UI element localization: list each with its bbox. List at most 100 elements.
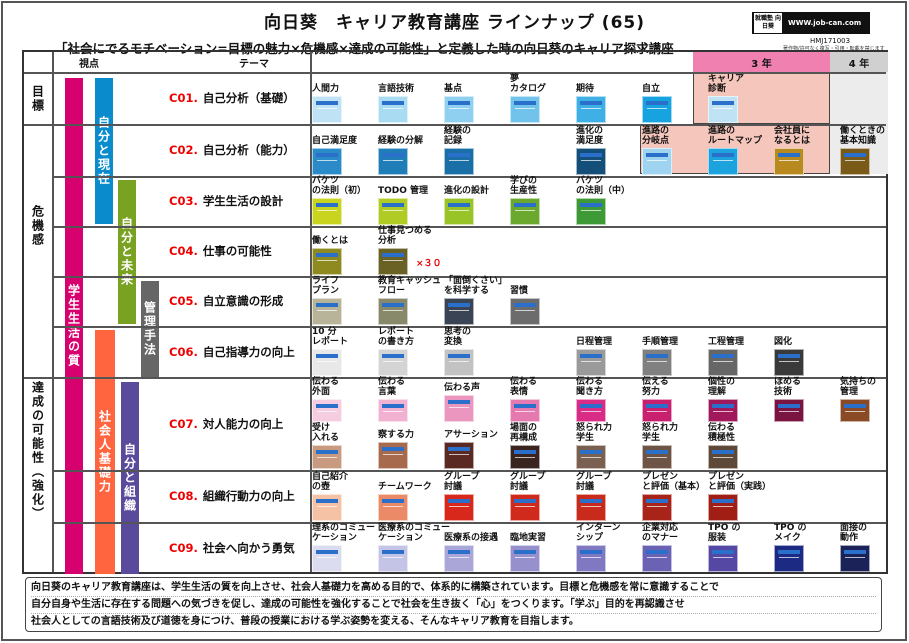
course-item[interactable]: 進化の 満足度 (576, 125, 642, 175)
course-thumbnail[interactable] (444, 198, 474, 225)
course-thumbnail[interactable] (312, 198, 342, 225)
course-item[interactable]: 伝わる 聞き方 (576, 377, 642, 422)
course-item[interactable]: 臨地実習 (510, 523, 576, 572)
course-thumbnail[interactable] (576, 349, 606, 376)
course-thumbnail[interactable] (576, 445, 606, 469)
course-thumbnail[interactable] (378, 298, 408, 325)
course-item[interactable]: グループ 討議 (576, 471, 642, 521)
course-thumbnail[interactable] (642, 545, 672, 572)
course-item[interactable]: バケツ の法則（初） (312, 176, 378, 225)
course-item[interactable]: 怒られ力 学生 (576, 423, 642, 469)
course-item[interactable]: プレゼン と評価（基本） (642, 471, 708, 521)
course-item[interactable]: 夢 カタログ (510, 73, 576, 123)
course-item[interactable]: 個性の 理解 (708, 377, 774, 422)
course-thumbnail[interactable] (840, 545, 870, 572)
course-item[interactable]: プレゼン と評価（実践） (708, 471, 774, 521)
course-thumbnail[interactable] (774, 545, 804, 572)
course-item[interactable]: 伝える 努力 (642, 377, 708, 422)
course-item[interactable]: 働くときの 基本知識 (840, 125, 906, 175)
course-thumbnail[interactable] (444, 148, 474, 175)
course-item[interactable]: 伝わる 言葉 (378, 377, 444, 422)
course-thumbnail[interactable] (444, 442, 474, 469)
course-item[interactable]: グループ 討議 (510, 471, 576, 521)
course-thumbnail[interactable] (774, 399, 804, 422)
course-item[interactable]: 期待 (576, 73, 642, 123)
course-thumbnail[interactable] (642, 445, 672, 469)
course-thumbnail[interactable] (510, 445, 540, 469)
course-thumbnail[interactable] (708, 148, 738, 175)
course-thumbnail[interactable] (378, 442, 408, 469)
course-thumbnail[interactable] (378, 96, 408, 123)
course-item[interactable]: 面接の 動作 (840, 523, 906, 572)
course-thumbnail[interactable] (642, 349, 672, 376)
course-item[interactable]: 察する力 (378, 424, 444, 469)
course-thumbnail[interactable] (444, 545, 474, 572)
course-thumbnail[interactable] (312, 349, 342, 376)
course-item[interactable]: アサーション (444, 424, 510, 469)
course-item[interactable]: チームワーク (378, 471, 444, 521)
course-thumbnail[interactable] (312, 148, 342, 175)
course-thumbnail[interactable] (576, 148, 606, 175)
course-thumbnail[interactable] (444, 298, 474, 325)
course-thumbnail[interactable] (312, 399, 342, 422)
course-item[interactable]: ライフ プラン (312, 276, 378, 325)
course-thumbnail[interactable] (576, 198, 606, 225)
course-item[interactable]: 経験の分解 (378, 125, 444, 175)
course-item[interactable]: 教育キャッシュ フロー (378, 276, 444, 325)
course-thumbnail[interactable] (708, 349, 738, 376)
course-item[interactable]: ほめる 技術 (774, 377, 840, 422)
course-thumbnail[interactable] (444, 395, 474, 422)
course-thumbnail[interactable] (378, 198, 408, 225)
course-thumbnail[interactable] (576, 545, 606, 572)
course-item[interactable]: 進路の ルートマップ (708, 125, 774, 175)
course-thumbnail[interactable] (708, 494, 738, 521)
course-item[interactable]: レポート の書き方 (378, 327, 444, 376)
course-item[interactable]: 言語技術 (378, 73, 444, 123)
course-thumbnail[interactable] (444, 349, 474, 376)
course-item[interactable]: 気持ちの 管理 (840, 377, 906, 422)
course-thumbnail[interactable] (312, 445, 342, 469)
course-thumbnail[interactable] (510, 198, 540, 225)
course-item[interactable]: 「面倒くさい」 を科学する (444, 276, 510, 325)
course-thumbnail[interactable] (642, 399, 672, 422)
course-thumbnail[interactable] (312, 494, 342, 521)
course-item[interactable]: 受け 入れる (312, 423, 378, 469)
course-thumbnail[interactable] (510, 96, 540, 123)
course-thumbnail[interactable] (378, 399, 408, 422)
course-thumbnail[interactable] (642, 148, 672, 175)
course-thumbnail[interactable] (576, 96, 606, 123)
course-item[interactable]: 図化 (774, 327, 840, 376)
course-thumbnail[interactable] (708, 445, 738, 469)
course-item[interactable]: 工程管理 (708, 327, 774, 376)
course-item[interactable]: 経験の 記録 (444, 125, 510, 175)
course-item[interactable]: TODO 管理 (378, 177, 444, 225)
course-item[interactable]: バケツ の法則（中） (576, 176, 642, 225)
course-item[interactable]: 進路の 分岐点 (642, 125, 708, 175)
course-item[interactable]: 会社員に なるとは (774, 125, 840, 175)
course-item[interactable]: 自己紹介 の壺 (312, 471, 378, 521)
course-thumbnail[interactable] (312, 298, 342, 325)
course-item[interactable]: 手順管理 (642, 327, 708, 376)
course-item[interactable]: 働くとは (312, 227, 378, 275)
course-thumbnail[interactable] (510, 494, 540, 521)
course-thumbnail[interactable] (576, 399, 606, 422)
course-item[interactable]: キャリア 診断 (708, 73, 774, 123)
course-item[interactable]: 医療系の接遇 (444, 523, 510, 572)
course-item[interactable]: 企業対応 のマナー (642, 523, 708, 572)
course-thumbnail[interactable] (708, 399, 738, 422)
course-item[interactable]: 伝わる 積極性 (708, 423, 774, 469)
course-item[interactable]: TPO の 服装 (708, 523, 774, 572)
course-thumbnail[interactable] (312, 96, 342, 123)
course-thumbnail[interactable] (510, 399, 540, 422)
course-thumbnail[interactable] (708, 545, 738, 572)
course-thumbnail[interactable] (840, 148, 870, 175)
course-thumbnail[interactable] (774, 148, 804, 175)
course-thumbnail[interactable] (840, 399, 870, 422)
course-item[interactable]: 怒られ力 学生 (642, 423, 708, 469)
course-thumbnail[interactable] (444, 96, 474, 123)
course-item[interactable]: 自己満足度 (312, 125, 378, 175)
course-item[interactable]: 学びの 生産性 (510, 176, 576, 225)
course-item[interactable]: 10 分 レポート (312, 327, 378, 376)
course-thumbnail[interactable] (312, 545, 342, 572)
course-item[interactable]: 思考の 変換 (444, 327, 510, 376)
